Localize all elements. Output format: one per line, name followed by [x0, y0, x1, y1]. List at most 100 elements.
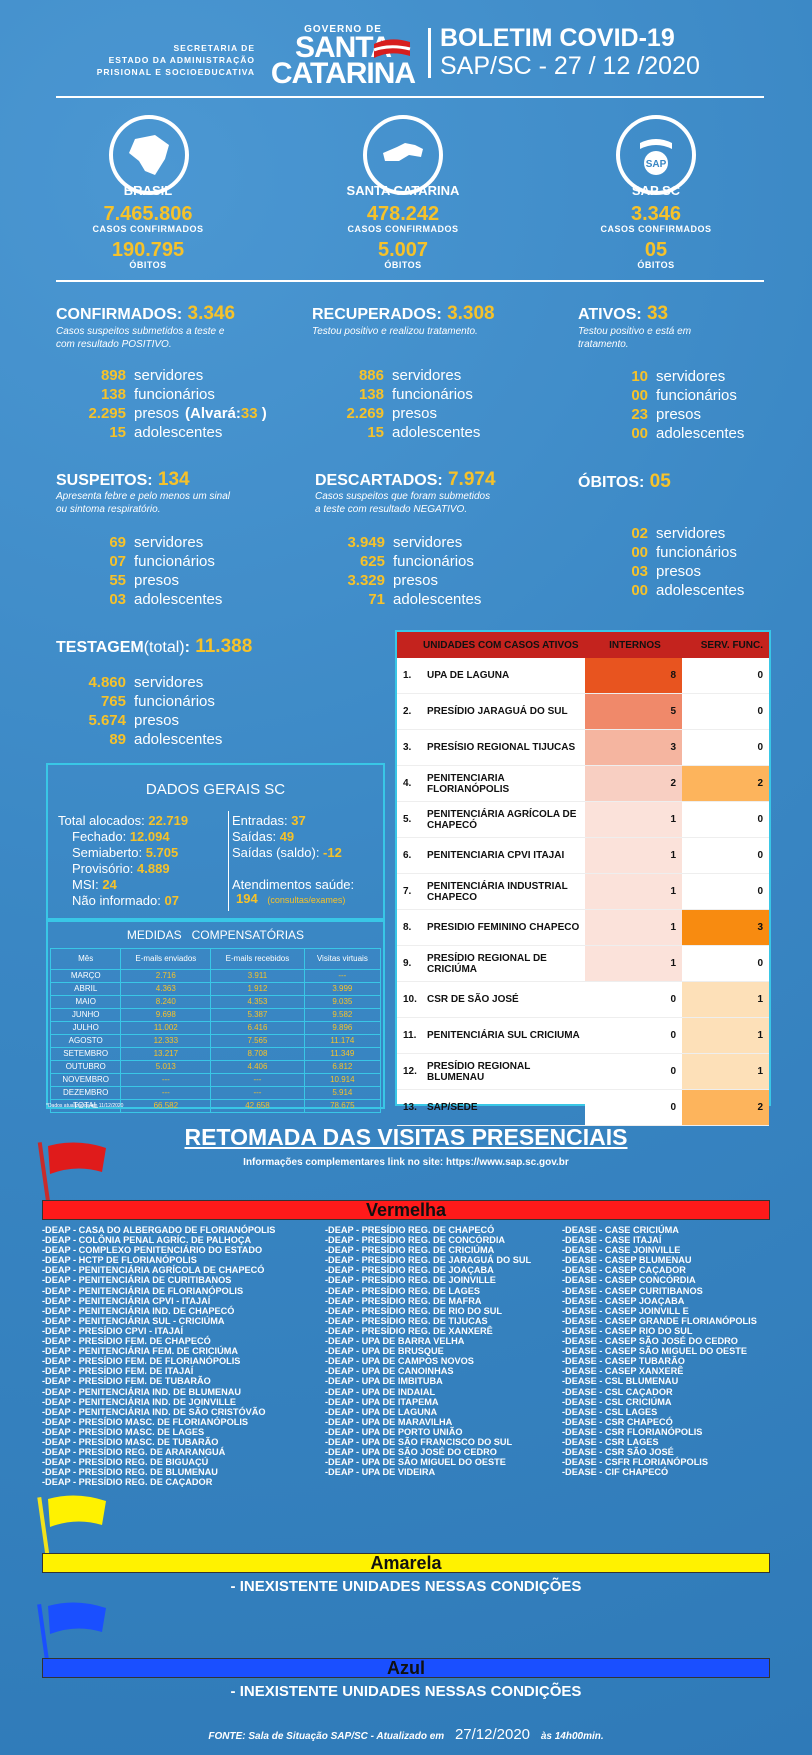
unidade-number: 10. [397, 981, 426, 1018]
descartados-label: DESCARTADOS: [315, 472, 443, 489]
obitos-title: ÓBITOS: 05 [578, 471, 671, 493]
vermelha-unit: -DEAP - PENITENCIÁRIA IND. DE SÃO CRISTÓ… [42, 1406, 266, 1417]
row-number: 07 [109, 553, 126, 570]
description-line: Casos suspeitos submetidos a teste e [56, 326, 225, 337]
unidade-row: 1. UPA DE LAGUNA 8 0 [397, 658, 769, 694]
medidas-row: OUTUBRO 5.013 4.406 6.812 [49, 1060, 382, 1074]
vermelha-unit: -DEAP - PRESÍDIO REG. DE CONCÓRDIA [325, 1235, 506, 1246]
row-number: 69 [109, 534, 126, 551]
medidas-cell: SETEMBRO [49, 1047, 122, 1061]
unidade-internos: 2 [585, 765, 682, 802]
secretaria-line: PRISIONAL E SOCIOEDUCATIVA [96, 67, 255, 77]
vermelha-unit: -DEAP - PENITENCIÁRIA IND. DE CHAPECÓ [42, 1305, 235, 1316]
dados-gerais-title: DADOS GERAIS SC [145, 781, 286, 798]
medidas-cell: 9.035 [303, 995, 382, 1009]
vermelha-unit: -DEASE - CASEP CAÇADOR [562, 1265, 686, 1276]
description-line: com resultado POSITIVO. [56, 339, 172, 350]
medidas-row: JUNHO 9.698 5.387 9.582 [49, 1008, 382, 1022]
vermelha-unit: -DEASE - CSR SÃO JOSÉ [562, 1447, 674, 1458]
dados-gerais-line: Saídas: 49 [232, 829, 342, 845]
vermelha-list-col1: -DEAP - CASA DO ALBERGADO DE FLORIANÓPOL… [42, 1225, 275, 1487]
testagem-row: 5.674 presos [66, 711, 179, 730]
vermelha-list-col2: -DEAP - PRESÍDIO REG. DE CHAPECÓ -DEAP - … [325, 1225, 531, 1477]
vermelha-unit: -DEAP - PRESÍDIO MASC. DE TUBARÃO [42, 1436, 219, 1447]
vermelha-unit: -DEAP - PRESÍDIO REG. DE MAFRA [325, 1295, 482, 1306]
vermelha-unit: -DEAP - HCTP DE FLORIANÓPOLIS [42, 1255, 197, 1266]
vermelha-unit: -DEASE - CSL LAGES [562, 1406, 658, 1417]
row-label: servidores [393, 534, 463, 551]
gov-big-text-2: CATARINA [270, 57, 416, 90]
amarela-label: Amarela [370, 1553, 442, 1573]
region-brasil: BRASIL 7.465.806 CASOS CONFIRMADOS 190.7… [48, 183, 248, 270]
vermelha-unit: -DEAP - PRESÍDIO REG. DE JOAÇABA [325, 1265, 494, 1276]
unidade-internos: 0 [585, 1089, 682, 1126]
region-name: SANTA CATARINA [346, 183, 460, 198]
ativos-value: 33 [641, 303, 669, 324]
ativos-row: 10 servidores [588, 367, 725, 386]
recuperados-row: 2.269 presos [322, 404, 437, 423]
obitos-row: 03 presos [588, 562, 701, 581]
description-line: ou sintoma respiratório. [56, 504, 161, 515]
unidade-serv: 1 [682, 1017, 769, 1054]
medidas-cell: 9.698 [120, 1008, 212, 1022]
row-label: servidores [134, 534, 204, 551]
testagem-colon: : [184, 639, 190, 656]
unidade-name: PRESÍDIO REGIONAL BLUMENAU [426, 1053, 585, 1090]
vermelha-unit: -DEAP - UPA DE IMBITUBA [325, 1376, 443, 1387]
description-line: Testou positivo e está em [578, 326, 692, 337]
row-number: 03 [631, 563, 648, 580]
vermelha-unit: -DEAP - PRESÍDIO REG. DE TIJUCAS [325, 1315, 488, 1326]
vermelha-unit: -DEAP - PRESÍDIO REG. DE CRICIÚMA [325, 1245, 495, 1256]
region-cases-label: CASOS CONFIRMADOS [92, 224, 204, 234]
secretaria-line: SECRETARIA DE [173, 43, 255, 53]
vermelha-unit: -DEASE - CASE CRICIÚMA [562, 1225, 679, 1235]
vermelha-unit: -DEASE - CASE ITAJAÍ [562, 1235, 662, 1246]
dados-gerais-line: Saídas (saldo): -12 [232, 845, 342, 861]
vermelha-unit: -DEASE - CASEP SÃO JOSÉ DO CEDRO [562, 1336, 738, 1347]
vermelha-unit: -DEAP - PRESÍDIO MASC. DE FLORIANÓPOLIS [42, 1416, 249, 1427]
recuperados-row: 138 funcionários [322, 385, 473, 404]
medidas-cell: 11.174 [303, 1034, 382, 1048]
unidade-number: 13. [397, 1089, 426, 1126]
unidade-serv: 0 [682, 729, 769, 766]
vermelha-unit: -DEASE - CSR CHAPECÓ [562, 1416, 673, 1427]
medidas-cell: TOTAL [49, 1099, 122, 1113]
unidade-name: PRESÍDIO JARAGUÁ DO SUL [426, 693, 585, 730]
obitos-label: ÓBITOS: [578, 474, 645, 491]
testagem-title: TESTAGEM(total): 11.388 [56, 636, 252, 658]
medidas-header-cell: Mês [49, 948, 122, 970]
ativos-row: 00 adolescentes [588, 424, 744, 443]
unidades-table: UNIDADES COM CASOS ATIVOS INTERNOS SERV.… [395, 630, 771, 1126]
blue-flag-icon [48, 1602, 106, 1634]
dados-gerais-value: 37 [291, 813, 306, 828]
testagem-label: TESTAGEM [56, 639, 144, 656]
unidade-name: PRESÍDIO REGIONAL DE CRICIÚMA [426, 945, 585, 982]
medidas-cell: --- [120, 1073, 212, 1087]
dados-gerais-value: 5.705 [145, 845, 179, 860]
description-line: Testou positivo e realizou tratamento. [312, 326, 478, 337]
obitos-row: 00 funcionários [588, 543, 737, 562]
confirmados-description: Casos suspeitos submetidos a teste e com … [56, 325, 224, 351]
row-number: 138 [358, 386, 384, 403]
medidas-cell: 5.387 [210, 1008, 305, 1022]
region-deaths: 190.795 [111, 239, 185, 261]
dados-gerais-value: 24 [102, 877, 117, 892]
descartados-title: DESCARTADOS: 7.974 [315, 469, 496, 491]
vermelha-unit: -DEAP - UPA DE SÃO FRANCISCO DO SUL [325, 1436, 513, 1447]
flag-emblem-icon [373, 39, 411, 58]
row-label: presos [656, 563, 702, 580]
vermelha-unit: -DEAP - UPA DE CAMPOS NOVOS [325, 1356, 474, 1367]
suspeitos-row: 07 funcionários [66, 552, 215, 571]
medidas-cell: MAIO [49, 995, 122, 1009]
region-deaths-label: ÓBITOS [129, 260, 167, 270]
unidade-number: 12. [397, 1053, 426, 1090]
vermelha-unit: -DEAP - PRESÍDIO FEM. DE TUBARÃO [42, 1376, 211, 1387]
unidade-name: PENITENCIÁRIA INDUSTRIAL CHAPECO [426, 873, 585, 910]
medidas-cell: 11.002 [120, 1021, 212, 1035]
medidas-cell: 6.416 [210, 1021, 305, 1035]
unidade-serv: 0 [682, 837, 769, 874]
vermelha-unit: -DEAP - UPA DE CANOINHAS [325, 1366, 454, 1377]
suspeitos-title: SUSPEITOS: 134 [56, 469, 190, 491]
medidas-cell: 1.912 [210, 982, 305, 996]
unidade-serv: 0 [682, 801, 769, 838]
